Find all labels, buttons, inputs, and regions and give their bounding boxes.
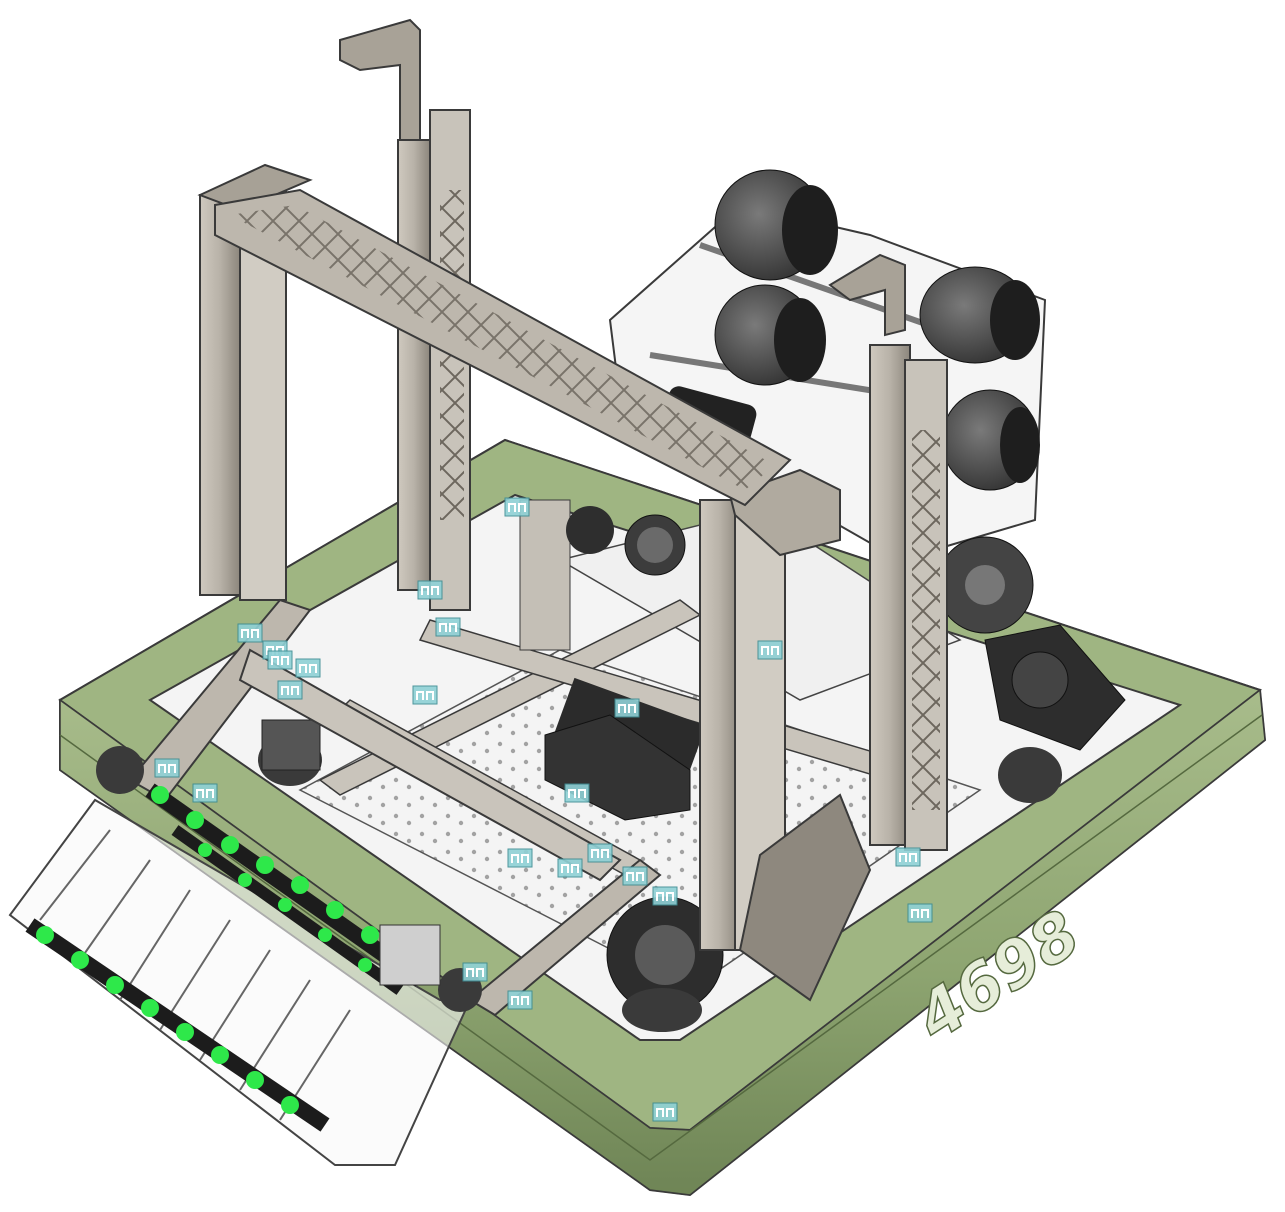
joint-markers xyxy=(154,497,933,1122)
swerve-module-front-left xyxy=(258,719,322,786)
joint-marker-icon[interactable] xyxy=(895,847,921,867)
swerve-module-front-right xyxy=(606,896,724,1032)
bumper-seam xyxy=(59,714,1263,1161)
flywheel-top-right xyxy=(919,266,1040,364)
joint-marker-icon[interactable] xyxy=(504,497,530,517)
joint-marker-icon[interactable] xyxy=(652,1102,678,1122)
flywheel-mid-right xyxy=(941,389,1040,491)
intake-roller-rear xyxy=(145,783,425,987)
intake-roller-middle xyxy=(171,825,404,995)
joint-marker-icon[interactable] xyxy=(435,617,461,637)
joint-marker-icon[interactable] xyxy=(507,990,533,1010)
flywheel-mid-left xyxy=(714,284,826,386)
joint-marker-icon[interactable] xyxy=(907,903,933,923)
intake-arm-right xyxy=(468,858,662,1017)
intake-cage-wires xyxy=(39,829,351,1121)
joint-marker-icon[interactable] xyxy=(462,962,488,982)
intake-roller-front xyxy=(25,918,330,1132)
joint-marker-icon[interactable] xyxy=(652,886,678,906)
joint-marker-icon[interactable] xyxy=(507,848,533,868)
joint-marker-icon[interactable] xyxy=(267,650,293,670)
joint-marker-icon[interactable] xyxy=(587,843,613,863)
joint-marker-icon[interactable] xyxy=(277,680,303,700)
joint-marker-icon[interactable] xyxy=(417,580,443,600)
joint-marker-icon[interactable] xyxy=(622,866,648,886)
joint-marker-icon[interactable] xyxy=(237,623,263,643)
joint-marker-icon[interactable] xyxy=(557,858,583,878)
joint-marker-icon[interactable] xyxy=(757,640,783,660)
top-truss-beam xyxy=(214,188,792,507)
bumper-front-face xyxy=(59,688,1266,1196)
swerve-module-rear-right xyxy=(984,624,1126,803)
joint-marker-icon[interactable] xyxy=(564,783,590,803)
joint-marker-icon[interactable] xyxy=(412,685,438,705)
joint-marker-icon[interactable] xyxy=(295,658,321,678)
elevator-tower-right xyxy=(828,253,948,851)
intake-motor-housing xyxy=(379,924,441,986)
joint-marker-icon[interactable] xyxy=(192,783,218,803)
flywheel-top-left xyxy=(714,169,838,281)
joint-marker-icon[interactable] xyxy=(614,698,640,718)
indexer xyxy=(519,499,707,821)
joint-marker-icon[interactable] xyxy=(154,758,180,778)
intake-assembly xyxy=(8,598,662,1166)
shooter-pivot-gear xyxy=(936,536,1034,634)
intake-arm-center xyxy=(238,648,622,882)
intake-gear-left xyxy=(96,746,144,794)
